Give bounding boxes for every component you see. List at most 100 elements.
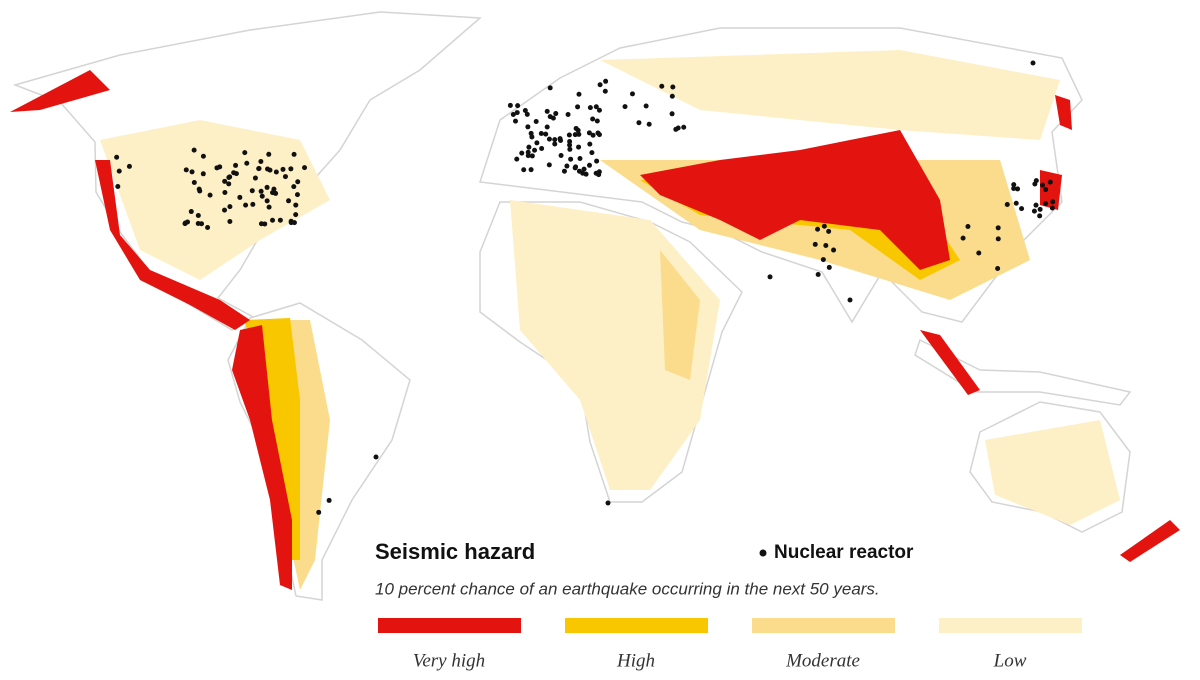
reactor-dot xyxy=(114,154,120,160)
reactor-dot xyxy=(581,166,587,172)
very-high-zone xyxy=(1120,520,1180,562)
reactor-dot xyxy=(673,126,679,132)
reactor-dot xyxy=(561,168,567,174)
legend-swatch xyxy=(939,618,1082,633)
reactor-dot xyxy=(587,105,593,111)
reactor-dot xyxy=(567,142,573,148)
reactor-dot xyxy=(200,153,206,159)
reactor-legend-label: Nuclear reactor xyxy=(774,542,914,563)
reactor-dot xyxy=(526,144,532,150)
reactor-dot xyxy=(222,190,228,196)
reactor-dot xyxy=(577,155,583,161)
very-high-zone xyxy=(10,70,110,112)
reactor-dot xyxy=(603,78,609,84)
reactor-dot xyxy=(249,188,255,194)
reactor-dot xyxy=(669,111,675,117)
reactor-dot xyxy=(250,201,256,207)
reactor-dot xyxy=(507,102,513,108)
reactor-dot xyxy=(195,221,201,227)
reactor-dot xyxy=(524,111,530,117)
reactor-dot xyxy=(552,141,558,147)
reactor-dot xyxy=(529,134,535,140)
reactor-dot xyxy=(1015,186,1021,192)
reactor-dot xyxy=(622,104,628,110)
reactor-dot xyxy=(586,130,592,136)
reactor-dot xyxy=(590,132,596,138)
reactor-dot xyxy=(812,241,818,247)
reactor-dot xyxy=(572,132,578,138)
reactor-dot xyxy=(273,190,279,196)
reactor-dot xyxy=(1043,187,1049,193)
reactor-dot xyxy=(288,220,294,226)
reactor-dot xyxy=(258,188,264,194)
reactor-dot xyxy=(565,111,571,117)
reactor-dot xyxy=(293,212,299,218)
reactor-dot xyxy=(659,83,665,89)
reactor-dot xyxy=(568,156,574,162)
reactor-dot xyxy=(189,169,195,175)
reactor-dot xyxy=(515,103,521,109)
reactor-dot xyxy=(115,183,121,189)
reactor-dot xyxy=(1013,200,1019,206)
low-zone xyxy=(600,50,1060,140)
reactor-dot xyxy=(231,170,237,176)
reactor-dot xyxy=(521,167,527,173)
reactor-dot xyxy=(544,124,550,130)
reactor-dot xyxy=(546,162,552,168)
reactor-dot xyxy=(643,103,649,109)
reactor-dot xyxy=(546,136,552,142)
hazard-zones xyxy=(10,50,1180,590)
reactor-dot xyxy=(767,274,773,280)
reactor-dot xyxy=(567,139,573,145)
reactor-dot xyxy=(815,226,821,232)
reactor-dot xyxy=(995,225,1001,231)
nuclear-reactors xyxy=(114,60,1056,515)
reactor-dot xyxy=(266,204,272,210)
reactor-dot xyxy=(1050,199,1056,205)
very-high-zone xyxy=(1055,95,1072,130)
reactor-dot xyxy=(821,223,827,229)
reactor-dot xyxy=(256,166,262,172)
reactor-dot xyxy=(252,175,258,181)
reactor-dot xyxy=(522,107,528,113)
reactor-dot xyxy=(207,192,213,198)
reactor-dot xyxy=(242,150,248,156)
reactor-dot xyxy=(847,297,853,303)
very-high-zone xyxy=(640,130,950,270)
legend-level-label: Low xyxy=(993,650,1027,671)
reactor-dot xyxy=(605,500,611,506)
reactor-dot xyxy=(529,153,535,159)
reactor-dot xyxy=(534,140,540,146)
reactor-dot xyxy=(583,171,589,177)
reactor-dot xyxy=(965,223,971,229)
legend-swatch xyxy=(565,618,708,633)
reactor-dot xyxy=(532,147,538,153)
reactor-dot xyxy=(1033,202,1039,208)
reactor-dot xyxy=(316,509,322,515)
reactor-dot xyxy=(539,146,545,152)
very-high-zone xyxy=(920,330,980,395)
reactor-dot xyxy=(191,147,197,153)
reactor-dot xyxy=(575,104,581,110)
reactor-dot xyxy=(831,247,837,253)
reactor-dot xyxy=(1040,182,1046,188)
reactor-dot xyxy=(820,257,826,263)
reactor-dot xyxy=(1032,181,1038,187)
reactor-dot xyxy=(1049,205,1055,211)
reactor-dot xyxy=(823,242,829,248)
reactor-dot xyxy=(525,149,531,155)
reactor-dot xyxy=(547,85,553,91)
reactor-dot xyxy=(596,107,602,113)
reactor-dot xyxy=(1004,202,1010,208)
very-high-zone xyxy=(1040,170,1062,210)
reactor-dot xyxy=(826,228,832,234)
reactor-dot xyxy=(575,127,581,133)
legend-title: Seismic hazard xyxy=(375,539,535,564)
reactor-legend-marker xyxy=(759,549,767,557)
reactor-dot xyxy=(1043,201,1049,207)
reactor-dot xyxy=(594,158,600,164)
reactor-dot xyxy=(995,236,1001,242)
reactor-dot xyxy=(564,163,570,169)
reactor-dot xyxy=(590,116,596,122)
reactor-dot xyxy=(587,141,593,147)
